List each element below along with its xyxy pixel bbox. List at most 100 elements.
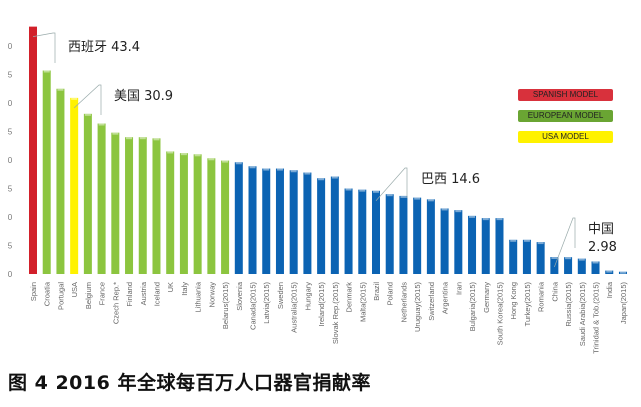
bar (166, 151, 175, 274)
x-tick-label: South Korea(2015) (495, 282, 504, 346)
y-tick-label: 5 (8, 242, 13, 251)
bar (125, 137, 134, 274)
x-tick-label: Hong Kong (509, 282, 518, 320)
x-tick-label: Italy (180, 282, 189, 296)
x-tick-label: Trinidad & Tob.(2015) (592, 282, 601, 354)
callout-label: 中国 (588, 222, 614, 237)
bar (221, 160, 230, 274)
bar-highlight (235, 162, 242, 165)
bar (234, 162, 243, 274)
callout-line (32, 32, 56, 63)
x-tick-label: Poland (386, 282, 395, 305)
y-tick-label: 0 (8, 42, 13, 51)
bar (317, 178, 326, 274)
bar (83, 113, 92, 274)
bar (536, 242, 545, 274)
bar (111, 132, 120, 274)
bar-highlight (71, 97, 78, 100)
y-tick-label: 5 (8, 185, 13, 194)
x-tick-label: Japan(2015) (619, 282, 628, 325)
bar (495, 218, 504, 274)
x-tick-label: Switzerland (427, 282, 436, 321)
bar-chart: 0 5 0 5 0 5 0 5 0 Spain Croatia Portugal USA Belgium F… (8, 26, 628, 354)
bar (564, 257, 573, 274)
bar (468, 215, 477, 274)
x-tick-label: Lithuania (194, 281, 203, 312)
bar-highlight (263, 168, 270, 171)
bar (440, 208, 449, 274)
bar-highlight (606, 270, 613, 273)
bar (42, 70, 51, 274)
x-tick-label: Spain (29, 282, 38, 301)
x-tick-label: Belarus(2015) (221, 281, 230, 329)
bar-highlight (208, 158, 215, 161)
x-tick-label: Slovak Rep.(2015) (331, 282, 340, 345)
x-tick-label: Bulgaria(2015) (468, 282, 477, 332)
bar (179, 153, 188, 274)
figure-caption: 图 4 2016 年全球每百万人口器官捐献率 (8, 372, 371, 394)
bar-highlight (565, 257, 572, 260)
bar-highlight (359, 189, 366, 192)
bar (138, 137, 147, 274)
bar (330, 176, 339, 274)
bar-highlight (331, 176, 338, 179)
callout-line (375, 167, 408, 202)
bar-highlight (276, 168, 283, 171)
x-tick-label: France (98, 282, 107, 305)
x-tick-label: Canada(2015) (249, 281, 258, 329)
bar-highlight (537, 242, 544, 245)
bar-highlight (400, 195, 407, 198)
x-tick-label: Sweden (276, 282, 285, 309)
x-tick-label: Argentina (441, 281, 450, 314)
bar-highlight (153, 138, 160, 141)
y-tick-label: 5 (8, 71, 13, 80)
x-tick-label: India (605, 281, 614, 298)
x-tick-label: Romania (537, 281, 546, 312)
callout-label: 西班牙 43.4 (68, 40, 140, 55)
bar (29, 26, 37, 275)
x-tick-label: Norway (207, 282, 216, 308)
bar-highlight (592, 261, 599, 264)
bar-highlight (414, 197, 421, 200)
bar-highlight (180, 153, 187, 156)
bar (481, 218, 490, 274)
legend-spanish-model: SPANISH MODEL (518, 89, 613, 101)
bar (399, 195, 408, 274)
x-tick-label: China (550, 281, 559, 301)
bar (56, 88, 65, 274)
bar (413, 197, 422, 274)
bar (303, 172, 312, 274)
x-tick-label: Croatia (43, 281, 52, 306)
bar-highlight (290, 170, 297, 173)
bar (605, 270, 614, 274)
bar-highlight (578, 258, 585, 261)
bar-highlight (249, 166, 256, 169)
bar-highlight (496, 218, 503, 221)
bar-highlight (551, 257, 558, 260)
bar-highlight (167, 151, 174, 154)
x-tick-label: Russia(2015) (564, 282, 573, 327)
bar (372, 190, 380, 274)
bar-highlight (84, 113, 91, 116)
x-tick-label: Australia(2015) (290, 281, 299, 332)
x-tick-label: Finland (125, 282, 134, 307)
x-tick-label: USA (70, 282, 79, 297)
bar (454, 210, 463, 274)
bar-highlight (57, 88, 64, 91)
x-tick-label: Slovenia (235, 281, 244, 311)
bar (591, 261, 600, 274)
bar (193, 154, 202, 274)
bar (577, 258, 586, 274)
bar-highlight (222, 160, 229, 163)
x-tick-label: Turkey(2015) (523, 282, 532, 327)
x-tick-label: Ireland(2015) (317, 282, 326, 327)
callout-line (554, 217, 576, 268)
x-tick-label: Saudi Arabia(2015) (578, 282, 587, 347)
bar (344, 188, 353, 274)
callout-value: 2.98 (588, 240, 617, 255)
bar (289, 170, 298, 274)
bar-highlight (194, 154, 201, 157)
bar-highlight (386, 194, 393, 197)
bar (550, 257, 559, 274)
bar-highlight (112, 132, 119, 135)
